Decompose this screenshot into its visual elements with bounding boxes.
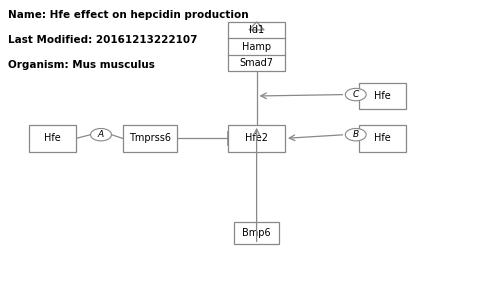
Bar: [122, 125, 177, 152]
Text: Name: Hfe effect on hepcidin production: Name: Hfe effect on hepcidin production: [8, 10, 248, 20]
Bar: [228, 125, 285, 152]
Circle shape: [91, 128, 111, 141]
Text: Last Modified: 20161213222107: Last Modified: 20161213222107: [8, 35, 197, 45]
Text: Bmp6: Bmp6: [242, 228, 271, 238]
Bar: [228, 22, 285, 71]
Circle shape: [345, 128, 366, 141]
Circle shape: [345, 88, 366, 101]
Text: Hfe2: Hfe2: [245, 133, 268, 143]
Polygon shape: [249, 22, 264, 30]
Text: Hamp: Hamp: [242, 41, 271, 52]
Bar: [29, 125, 76, 152]
Text: Organism: Mus musculus: Organism: Mus musculus: [8, 60, 155, 69]
Text: B: B: [353, 130, 359, 139]
Text: Tmprss6: Tmprss6: [129, 133, 171, 143]
Text: A: A: [98, 130, 104, 139]
Text: Smad7: Smad7: [240, 58, 274, 68]
Bar: [359, 125, 406, 152]
Text: C: C: [353, 90, 359, 99]
Text: Hfe: Hfe: [44, 133, 61, 143]
Text: Hfe: Hfe: [374, 133, 391, 143]
Text: Hfe: Hfe: [374, 91, 391, 101]
Text: Id1: Id1: [249, 25, 264, 35]
Bar: [359, 83, 406, 109]
Bar: [234, 222, 279, 244]
